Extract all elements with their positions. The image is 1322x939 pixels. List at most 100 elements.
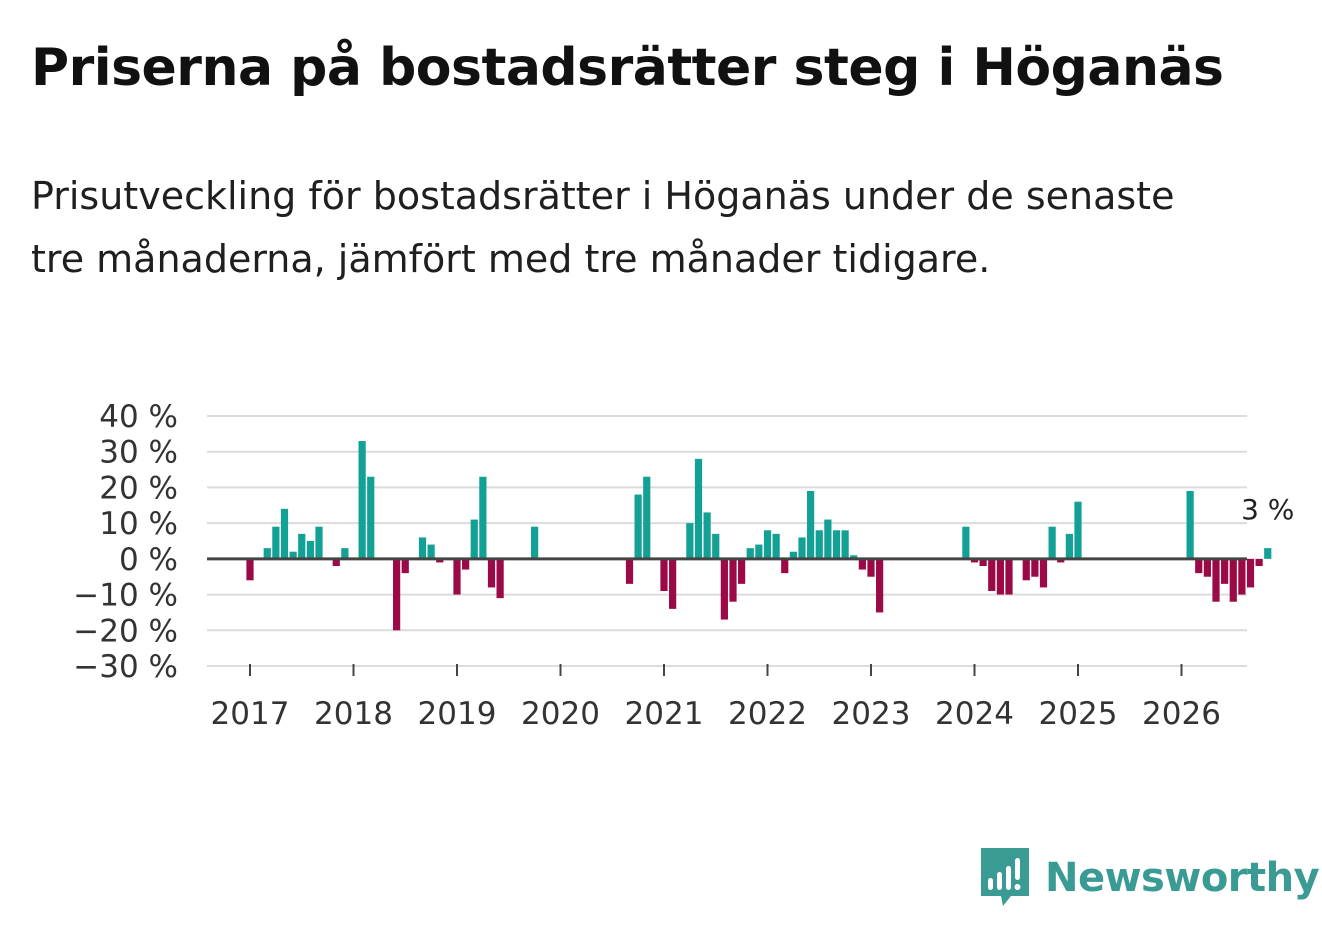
bar [781,558,789,574]
bar [531,526,539,559]
bar [669,558,677,609]
bar [289,551,297,559]
bar [850,555,858,559]
bar [625,558,634,584]
bar [867,558,875,577]
x-tick-label: 2019 [418,696,497,732]
bar [280,508,289,559]
bar [367,476,375,559]
bar [1057,558,1065,563]
bar [1246,558,1255,588]
bar [298,533,306,559]
y-tick-label: −10 % [73,578,178,614]
y-tick-label: 30 % [99,435,178,471]
bar [1186,491,1194,559]
bar [263,548,271,559]
bar [341,548,349,559]
labels: 40 %30 %20 %10 %0 %−10 %−20 %−30 % 2017 20… [73,399,1294,732]
brand-logo: Newsworthy [981,848,1320,908]
x-tick-label: 2024 [935,696,1014,732]
bar [470,519,478,559]
bar [1238,558,1246,595]
bar [427,544,435,559]
bar [453,558,461,595]
bar [462,558,470,570]
bar [1229,558,1237,602]
x-tick-label: 2025 [1039,696,1118,732]
bar [436,558,444,563]
bar-chart-speech-bubble-icon [981,848,1029,906]
brand-name: Newsworthy [1045,855,1320,901]
bar [962,526,970,559]
bar [686,523,694,559]
bar [393,558,401,631]
bar [1022,558,1030,581]
x-tick-label: 2023 [832,696,911,732]
bar [1005,558,1013,595]
last-value-label: 3 % [1241,493,1294,526]
bar [970,558,979,563]
axes [207,557,1247,676]
bar [1264,548,1272,559]
bar [315,526,323,559]
bars [246,441,1272,631]
bar [358,441,366,559]
bar [1221,558,1229,584]
x-tick-label: 2017 [211,696,290,732]
bar [798,537,806,559]
bar [755,544,763,559]
bar [815,530,823,559]
bar [1203,558,1211,577]
bar [634,494,642,559]
y-tick-label: −20 % [73,613,178,649]
bar [988,558,996,591]
bar [1048,526,1056,559]
bar [720,558,728,620]
bar [332,558,340,566]
bar [996,558,1004,595]
bar [418,537,427,559]
bar [1212,558,1220,602]
y-tick-label: 40 % [99,399,178,435]
bar [1031,558,1039,577]
chart-subtitle: Prisutveckling för bostadsrätter i Högan… [31,174,1175,281]
bar [729,558,737,602]
bar [1195,558,1203,574]
bar [496,558,504,599]
bar [272,526,280,559]
x-tick-label: 2021 [625,696,704,732]
bar [479,476,487,559]
bar [660,558,668,591]
y-tick-label: 20 % [99,470,178,506]
x-tick-label: 2018 [314,696,393,732]
bar [738,558,746,584]
bar [763,530,772,559]
bar [1039,558,1048,588]
y-tick-label: −30 % [73,649,178,685]
bar [712,533,720,559]
bar [772,533,780,559]
bar [246,558,254,581]
bar [1255,558,1263,566]
x-tick-label: 2020 [521,696,600,732]
bar [858,558,866,570]
bar [703,512,711,559]
bar [694,458,703,559]
bar [1074,501,1082,559]
bar [789,551,797,559]
bar [643,476,651,559]
x-tick-label: 2022 [728,696,807,732]
bar [824,519,832,559]
chart-title: Priserna på bostadsrätter steg i Höganäs [31,38,1224,98]
bar [876,558,884,613]
y-tick-label: 0 % [119,542,178,578]
x-tick-label: 2026 [1142,696,1221,732]
bar [979,558,987,566]
y-tick-label: 10 % [99,506,178,542]
bar [841,530,849,559]
bar [401,558,409,574]
bar [832,530,841,559]
bar [1065,533,1073,559]
bar [306,541,314,559]
